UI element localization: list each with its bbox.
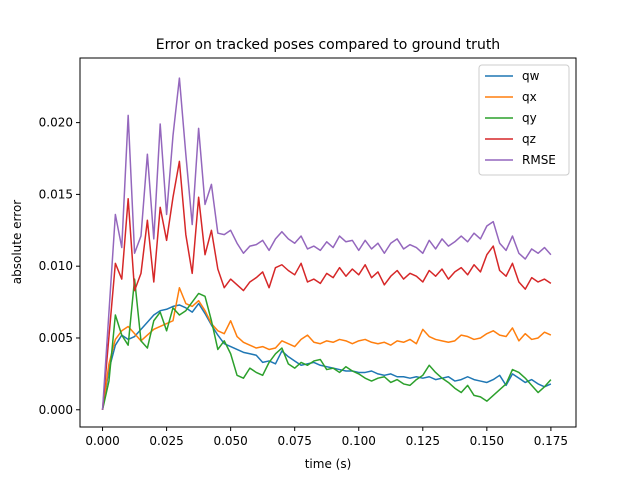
x-tick-label: 0.100 — [342, 434, 376, 448]
x-tick-label: 0.000 — [85, 434, 119, 448]
x-tick-label: 0.025 — [149, 434, 183, 448]
chart-title: Error on tracked poses compared to groun… — [156, 37, 500, 53]
series-line-rmse — [101, 77, 552, 410]
series-line-qw — [101, 302, 552, 410]
series-line-qy — [101, 278, 552, 410]
legend-label-qx: qx — [522, 90, 537, 104]
legend-label-qy: qy — [522, 111, 537, 125]
series-line-qx — [101, 286, 552, 410]
y-tick-label: 0.005 — [39, 331, 73, 345]
x-tick-label: 0.175 — [534, 434, 568, 448]
y-tick-label: 0.015 — [39, 187, 73, 201]
y-tick-label: 0.020 — [39, 116, 73, 130]
y-axis: 0.000 0.005 0.010 0.015 0.020 — [39, 116, 80, 417]
x-tick-label: 0.075 — [278, 434, 312, 448]
x-axis-label: time (s) — [305, 457, 352, 471]
y-tick-label: 0.010 — [39, 259, 73, 273]
series-line-qz — [101, 160, 552, 410]
x-tick-label: 0.050 — [213, 434, 247, 448]
plot-area — [101, 77, 552, 410]
legend-label-rmse: RMSE — [522, 153, 556, 167]
legend-label-qz: qz — [522, 132, 536, 146]
legend: qw qx qy qz RMSE — [478, 64, 570, 176]
y-tick-label: 0.000 — [39, 403, 73, 417]
legend-box — [478, 64, 570, 176]
x-tick-label: 0.125 — [406, 434, 440, 448]
legend-label-qw: qw — [522, 69, 540, 83]
y-axis-label: absolute error — [10, 200, 24, 285]
x-axis: 0.000 0.025 0.050 0.075 0.100 0.125 0.150 0.175 — [85, 427, 568, 448]
axes-frame — [79, 57, 577, 428]
x-tick-label: 0.150 — [470, 434, 504, 448]
